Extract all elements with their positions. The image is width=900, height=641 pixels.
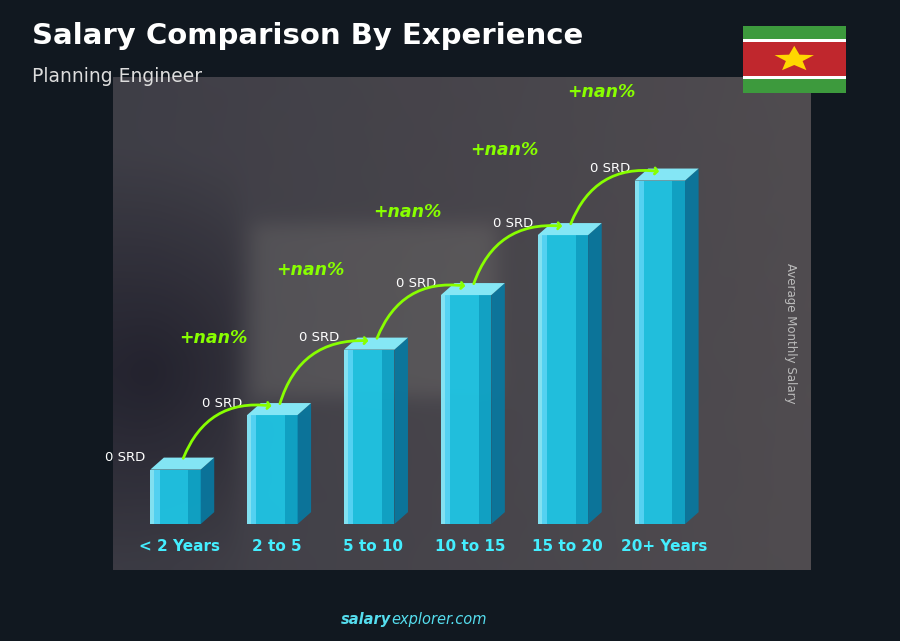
Text: 0 SRD: 0 SRD [105, 451, 146, 464]
Text: +nan%: +nan% [374, 203, 442, 221]
Text: +nan%: +nan% [276, 261, 345, 279]
Bar [742, 76, 846, 79]
Text: 0 SRD: 0 SRD [590, 162, 630, 175]
Text: 15 to 20: 15 to 20 [532, 540, 602, 554]
Polygon shape [201, 458, 214, 524]
Text: explorer.com: explorer.com [392, 612, 487, 627]
Polygon shape [538, 223, 602, 235]
Text: Salary Comparison By Experience: Salary Comparison By Experience [32, 22, 583, 51]
Bar [742, 39, 846, 42]
Text: +nan%: +nan% [567, 83, 635, 101]
Polygon shape [344, 338, 408, 349]
Text: +nan%: +nan% [179, 329, 248, 347]
Polygon shape [394, 338, 408, 524]
Text: salary: salary [341, 612, 392, 627]
Bar [742, 42, 846, 76]
Polygon shape [248, 403, 311, 415]
Text: 5 to 10: 5 to 10 [343, 540, 403, 554]
Polygon shape [589, 223, 602, 524]
Text: 0 SRD: 0 SRD [202, 397, 242, 410]
Text: Planning Engineer: Planning Engineer [32, 67, 202, 87]
Text: 0 SRD: 0 SRD [396, 277, 436, 290]
Polygon shape [775, 46, 814, 70]
Text: 10 to 15: 10 to 15 [435, 540, 506, 554]
Polygon shape [634, 169, 698, 181]
Text: 0 SRD: 0 SRD [299, 331, 339, 344]
Polygon shape [150, 458, 214, 470]
Text: 2 to 5: 2 to 5 [252, 540, 302, 554]
Polygon shape [491, 283, 505, 524]
Bar [742, 79, 846, 93]
Bar [742, 26, 846, 39]
Text: +nan%: +nan% [470, 141, 538, 159]
Text: 0 SRD: 0 SRD [492, 217, 533, 229]
Polygon shape [298, 403, 311, 524]
Text: Average Monthly Salary: Average Monthly Salary [784, 263, 797, 404]
Polygon shape [685, 169, 698, 524]
Text: 20+ Years: 20+ Years [621, 540, 707, 554]
Polygon shape [441, 283, 505, 295]
Text: < 2 Years: < 2 Years [139, 540, 220, 554]
